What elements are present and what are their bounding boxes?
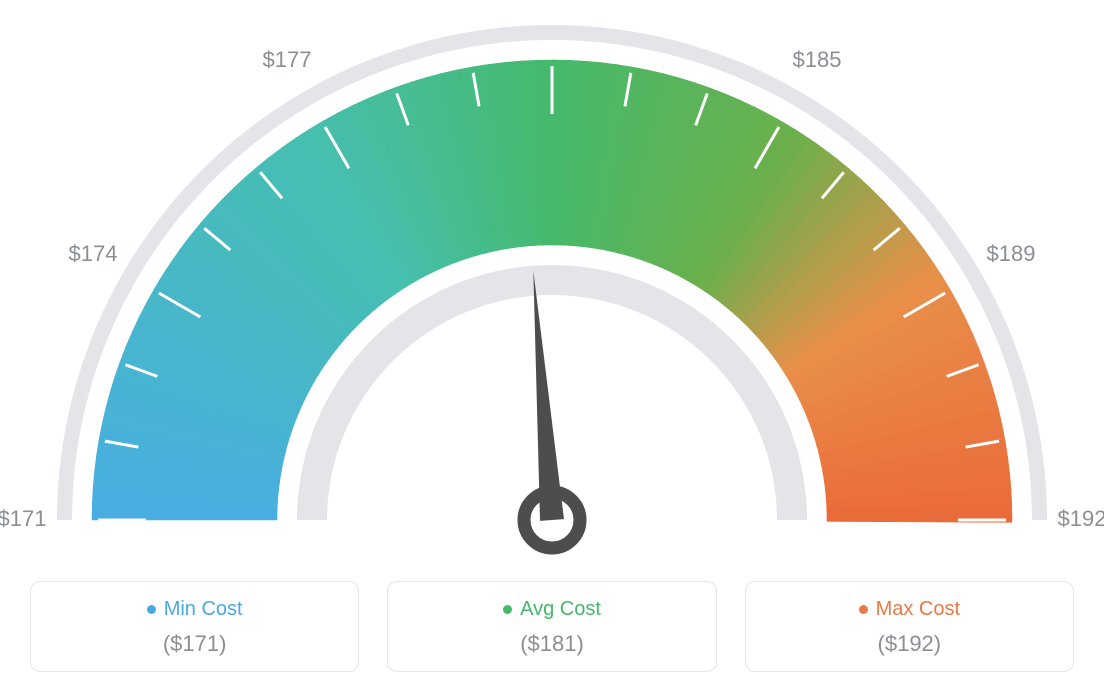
legend-card: Min Cost ($171) [30,581,359,672]
legend-dot-icon [859,605,868,614]
gauge-tick-label: $189 [987,241,1036,266]
legend-dot-icon [503,605,512,614]
legend-title: Min Cost [147,598,243,621]
legend-card: Avg Cost ($181) [387,581,716,672]
legend-title: Max Cost [859,598,960,621]
gauge-tick-label: $177 [263,47,312,72]
legend-title-text: Max Cost [876,598,960,621]
legend-value: ($171) [41,631,348,657]
gauge-tick-label: $185 [793,47,842,72]
legend-title: Avg Cost [503,598,601,621]
legend-dot-icon [147,605,156,614]
legend-title-text: Avg Cost [520,598,601,621]
gauge-tick-label: $181 [528,0,577,1]
gauge-tick-label: $171 [0,506,46,531]
cost-gauge-chart: $171 $174 $177 $181 $185 $189 $192 [0,0,1104,560]
legend-row: Min Cost ($171) Avg Cost ($181) Max Cost ($19… [0,581,1104,672]
gauge-tick-label: $192 [1058,506,1104,531]
gauge-tick-label: $174 [69,241,118,266]
legend-title-text: Min Cost [164,598,243,621]
legend-card: Max Cost ($192) [745,581,1074,672]
legend-value: ($192) [756,631,1063,657]
gauge-needle [533,271,564,521]
legend-value: ($181) [398,631,705,657]
